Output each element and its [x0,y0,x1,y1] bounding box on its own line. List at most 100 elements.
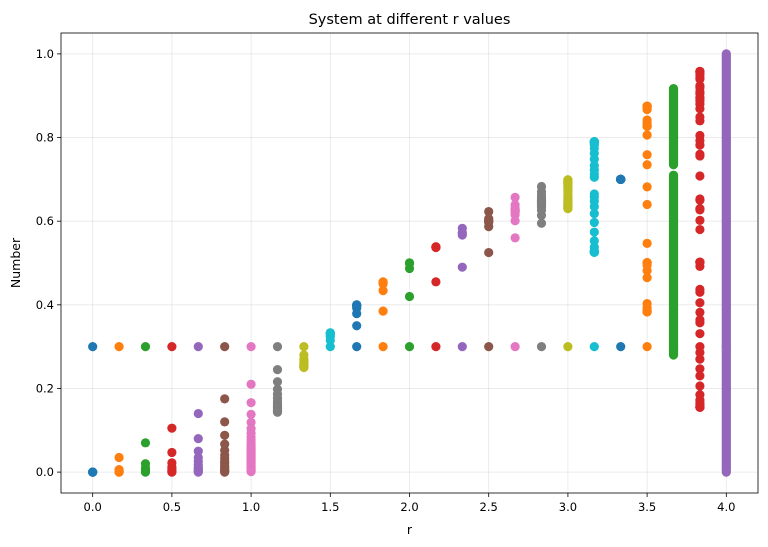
data-point [404,258,415,268]
data-point [510,233,520,243]
y-tick-label: 0.4 [36,298,54,312]
data-point [695,149,705,159]
series-r-0 [88,342,98,477]
data-point [563,187,573,197]
series-r-3 [563,175,573,352]
series-r-1 [246,342,256,477]
series-r-0.1667 [114,342,124,477]
data-point [616,174,626,184]
data-point [695,307,705,317]
series-r-3.1667 [589,137,599,352]
series-r-1.5 [325,328,335,352]
x-tick-label: 1.5 [321,500,339,514]
data-point [88,342,98,352]
data-point [695,96,705,106]
data-point [589,209,599,219]
data-point [272,407,283,417]
data-point [352,300,362,310]
data-point [695,195,705,205]
data-point [589,227,599,237]
series-r-3.6667 [668,84,679,360]
series-r-3.3333 [616,174,626,352]
series-r-0.3333 [140,342,151,477]
y-tick-label: 0.6 [36,214,54,228]
data-point [167,423,177,433]
data-point [589,247,599,257]
series-r-1.1667 [272,342,283,417]
data-point [140,438,151,448]
data-point [642,182,652,192]
data-point [616,342,626,352]
series-r-3.5 [642,101,652,352]
data-point [536,218,547,228]
series-r-1.6667 [352,300,362,352]
data-point [246,409,256,419]
data-point [352,321,362,331]
x-tick-label: 2.0 [400,500,418,514]
y-tick-label: 0.0 [36,465,54,479]
data-point [695,204,705,214]
data-point [246,342,256,352]
data-point [114,467,124,477]
data-point [167,342,177,352]
series-r-0.6667 [193,342,203,477]
data-point [246,467,256,477]
data-point [457,228,467,238]
data-point [114,452,124,463]
data-point [642,130,652,140]
data-point [642,342,652,352]
x-tick-label: 2.5 [480,500,498,514]
data-point [220,467,230,477]
data-point [695,224,705,235]
data-point [695,315,705,325]
data-point [352,342,362,352]
data-point [695,381,705,391]
data-point [431,242,441,252]
data-point [642,257,652,268]
data-point [272,342,283,352]
data-point [484,216,494,226]
series-r-2.3333 [457,223,467,352]
data-point [404,291,415,302]
x-tick-label: 0.5 [163,500,181,514]
x-tick-label: 3.0 [559,500,577,514]
data-point [695,68,705,78]
data-point [642,273,652,283]
data-point [220,417,230,427]
data-point [484,342,494,352]
data-point [272,377,283,387]
data-point [695,390,705,400]
data-point [88,467,98,477]
data-point [193,342,203,352]
x-tick-label: 4.0 [717,500,735,514]
y-tick-label: 0.2 [36,381,54,395]
data-point [167,467,177,477]
data-point [668,342,679,352]
data-point [695,371,705,381]
data-point [510,192,520,202]
data-point [431,277,441,287]
series-r-2 [404,258,415,352]
data-point [193,467,203,477]
data-point [378,306,388,316]
series-r-1.8333 [378,277,388,352]
x-tick-label: 0.0 [84,500,102,514]
data-point [167,447,177,458]
data-point [378,277,388,287]
data-point [220,394,230,404]
chart-title: System at different r values [309,12,511,28]
data-point [695,116,705,126]
data-point [589,217,599,228]
data-point [642,160,652,170]
data-point [536,196,547,207]
series-r-1.3333 [299,342,309,373]
data-point [589,342,599,352]
data-point [695,287,705,297]
y-tick-label: 0.8 [36,131,54,145]
data-point [642,307,652,317]
data-band [668,84,679,170]
data-point [378,342,388,352]
x-axis-label: r [407,522,413,537]
data-point [510,206,520,216]
